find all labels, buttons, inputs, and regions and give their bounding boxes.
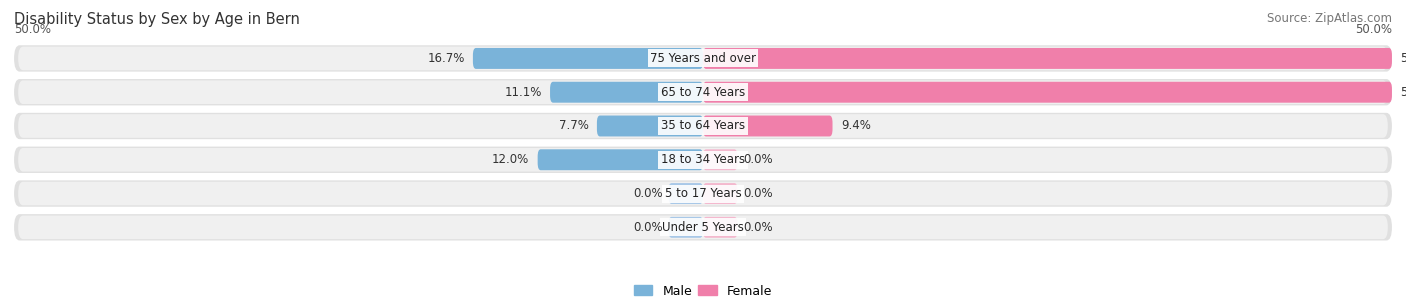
Text: 16.7%: 16.7% <box>427 52 464 65</box>
FancyBboxPatch shape <box>472 48 703 69</box>
Text: Disability Status by Sex by Age in Bern: Disability Status by Sex by Age in Bern <box>14 12 299 27</box>
Legend: Male, Female: Male, Female <box>628 280 778 302</box>
FancyBboxPatch shape <box>18 80 1388 104</box>
Text: 0.0%: 0.0% <box>742 221 772 234</box>
FancyBboxPatch shape <box>703 217 738 238</box>
Text: 0.0%: 0.0% <box>634 221 664 234</box>
FancyBboxPatch shape <box>703 149 738 170</box>
FancyBboxPatch shape <box>598 116 703 136</box>
Text: 65 to 74 Years: 65 to 74 Years <box>661 86 745 99</box>
FancyBboxPatch shape <box>18 182 1388 206</box>
Text: 5 to 17 Years: 5 to 17 Years <box>665 187 741 200</box>
Text: Source: ZipAtlas.com: Source: ZipAtlas.com <box>1267 12 1392 25</box>
Text: 12.0%: 12.0% <box>492 153 530 166</box>
FancyBboxPatch shape <box>14 113 1392 139</box>
Text: 9.4%: 9.4% <box>841 119 870 133</box>
Text: 0.0%: 0.0% <box>634 187 664 200</box>
FancyBboxPatch shape <box>537 149 703 170</box>
FancyBboxPatch shape <box>703 48 1392 69</box>
Text: 35 to 64 Years: 35 to 64 Years <box>661 119 745 133</box>
FancyBboxPatch shape <box>669 183 703 204</box>
Text: 50.0%: 50.0% <box>1355 23 1392 36</box>
FancyBboxPatch shape <box>18 148 1388 171</box>
FancyBboxPatch shape <box>14 45 1392 72</box>
FancyBboxPatch shape <box>14 180 1392 207</box>
FancyBboxPatch shape <box>14 79 1392 105</box>
FancyBboxPatch shape <box>703 183 738 204</box>
FancyBboxPatch shape <box>703 116 832 136</box>
Text: 75 Years and over: 75 Years and over <box>650 52 756 65</box>
Text: 50.0%: 50.0% <box>14 23 51 36</box>
FancyBboxPatch shape <box>18 216 1388 239</box>
Text: 7.7%: 7.7% <box>558 119 589 133</box>
Text: 50.0%: 50.0% <box>1400 86 1406 99</box>
Text: 18 to 34 Years: 18 to 34 Years <box>661 153 745 166</box>
FancyBboxPatch shape <box>550 82 703 103</box>
FancyBboxPatch shape <box>18 47 1388 70</box>
FancyBboxPatch shape <box>703 82 1392 103</box>
Text: Under 5 Years: Under 5 Years <box>662 221 744 234</box>
FancyBboxPatch shape <box>14 214 1392 240</box>
FancyBboxPatch shape <box>18 114 1388 138</box>
FancyBboxPatch shape <box>669 217 703 238</box>
Text: 0.0%: 0.0% <box>742 187 772 200</box>
Text: 0.0%: 0.0% <box>742 153 772 166</box>
Text: 50.0%: 50.0% <box>1400 52 1406 65</box>
Text: 11.1%: 11.1% <box>505 86 541 99</box>
FancyBboxPatch shape <box>14 147 1392 173</box>
